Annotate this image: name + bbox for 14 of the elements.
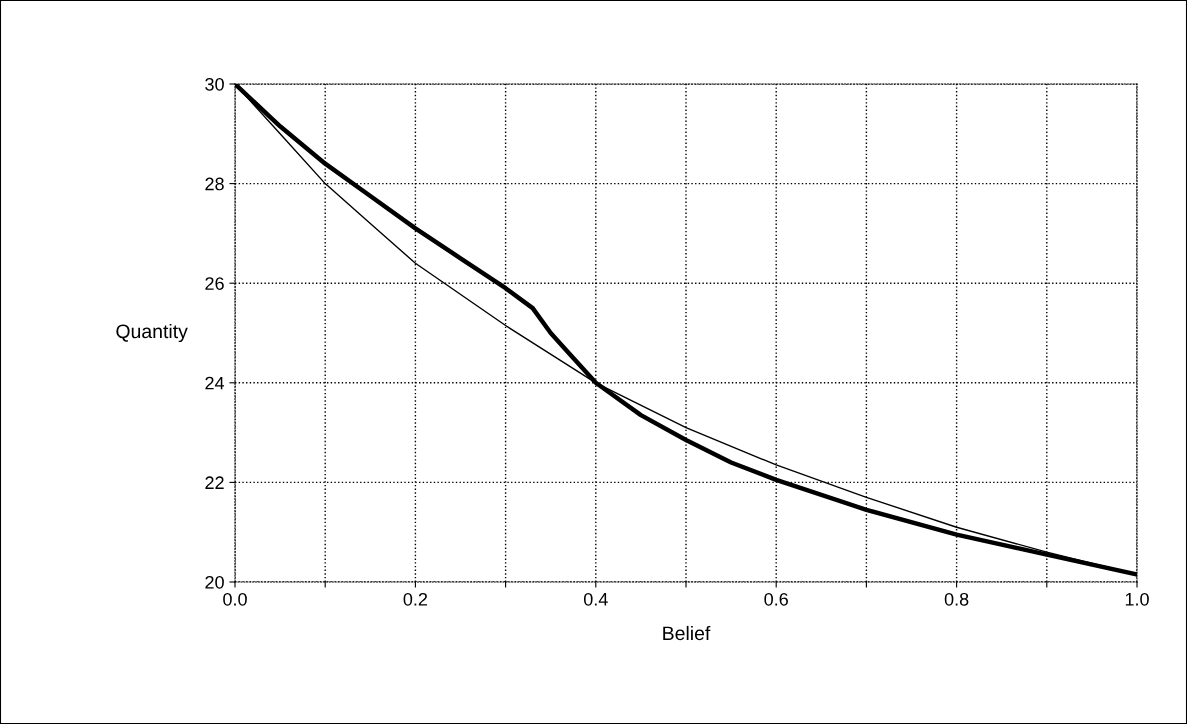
x-axis-title: Belief xyxy=(663,625,711,641)
y-tick-label: 22 xyxy=(205,476,224,489)
y-tick-label: 24 xyxy=(205,376,225,390)
x-tick-label: 1.0 xyxy=(1125,592,1149,606)
y-tick-label: 20 xyxy=(205,575,224,589)
y-tick-label: 28 xyxy=(205,177,224,191)
x-tick-label: 0.4 xyxy=(583,592,608,606)
y-tick-label: 26 xyxy=(205,277,224,290)
x-tick-label: 0.0 xyxy=(223,592,247,606)
x-tick-label: 0.6 xyxy=(764,592,788,606)
y-axis-title: Quantity xyxy=(116,323,188,343)
x-tick-label: 0.2 xyxy=(403,592,428,606)
x-tick-label: 0.8 xyxy=(944,592,969,606)
y-tick-label: 30 xyxy=(205,77,224,91)
